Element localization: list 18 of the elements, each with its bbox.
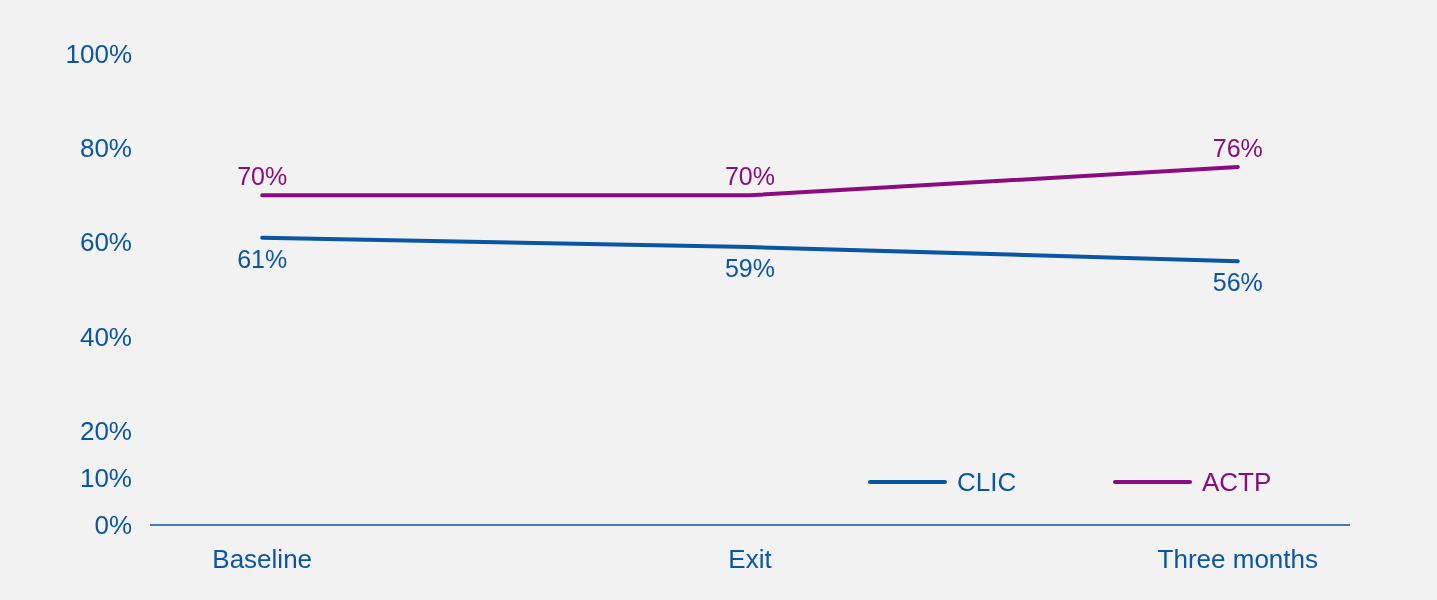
x-tick-label: Baseline bbox=[212, 544, 313, 574]
y-tick-label: 40% bbox=[79, 321, 132, 352]
y-tick-label: 60% bbox=[79, 227, 132, 258]
data-label: 59% bbox=[724, 254, 776, 283]
y-tick-label: 0% bbox=[94, 510, 132, 540]
x-tick-label: Three months bbox=[1157, 544, 1319, 574]
legend-label: CLIC bbox=[957, 467, 1017, 497]
legend-label: ACTP bbox=[1202, 467, 1272, 497]
x-tick-label: Exit bbox=[728, 544, 773, 574]
data-label: 70% bbox=[724, 162, 776, 191]
data-label: 61% bbox=[237, 244, 288, 273]
y-tick-label: 20% bbox=[79, 415, 132, 446]
data-label: 56% bbox=[1212, 268, 1263, 297]
y-tick-label: 100% bbox=[65, 39, 132, 69]
data-label: 76% bbox=[1212, 134, 1263, 163]
y-tick-label: 80% bbox=[79, 133, 132, 164]
y-tick-label: 10% bbox=[79, 462, 132, 493]
data-label: 70% bbox=[237, 162, 288, 191]
